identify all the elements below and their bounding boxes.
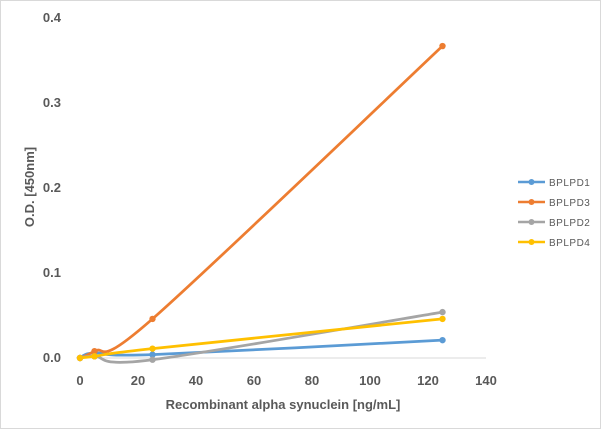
data-point-bplpd4 <box>149 345 156 352</box>
y-tick-label: 0.1 <box>43 265 61 280</box>
data-point-bplpd3 <box>439 42 446 50</box>
y-tick-label: 0.0 <box>43 350 61 365</box>
y-tick-label: 0.4 <box>43 10 62 25</box>
y-tick-label: 0.2 <box>43 180 61 195</box>
x-tick-label: 60 <box>247 373 261 388</box>
x-tick-label: 140 <box>475 373 497 388</box>
data-point-bplpd1 <box>149 351 156 358</box>
data-point-bplpd3 <box>149 315 156 323</box>
legend-label-bplpd3: BPLPD3 <box>549 198 590 209</box>
x-axis-title: Recombinant alpha synuclein [ng/mL] <box>166 397 401 412</box>
x-tick-label: 20 <box>131 373 145 388</box>
data-point-bplpd1 <box>439 336 446 344</box>
x-axis-ticks: 0 20 40 60 80 100 120 140 <box>76 373 496 388</box>
x-tick-label: 0 <box>76 373 83 388</box>
legend-swatch-marker <box>528 239 535 245</box>
y-axis-ticks: 0.0 0.1 0.2 0.3 0.4 <box>43 10 62 365</box>
x-tick-label: 40 <box>189 373 203 388</box>
y-axis-title: O.D. [450nm] <box>22 147 37 227</box>
data-point-bplpd4 <box>76 354 84 362</box>
data-point-bplpd2 <box>149 356 156 363</box>
series-line-bplpd3 <box>78 44 444 360</box>
legend-swatch-marker <box>528 179 535 185</box>
data-point-bplpd4 <box>91 353 98 360</box>
legend-label-bplpd4: BPLPD4 <box>549 238 590 249</box>
x-tick-label: 100 <box>359 373 381 388</box>
series-line-bplpd4 <box>78 317 444 360</box>
y-tick-label: 0.3 <box>43 95 61 110</box>
legend-label-bplpd2: BPLPD2 <box>549 218 590 229</box>
legend-swatch-marker <box>528 219 535 225</box>
x-tick-label: 80 <box>305 373 319 388</box>
data-point-bplpd3 <box>91 348 98 355</box>
legend-label-bplpd1: BPLPD1 <box>549 178 590 189</box>
legend-swatch-marker <box>528 199 535 205</box>
legend: BPLPD1 BPLPD3 BPLPD2 BPLPD4 <box>518 178 590 249</box>
data-point-bplpd4 <box>439 315 446 323</box>
x-tick-label: 120 <box>417 373 439 388</box>
data-point-bplpd2 <box>439 308 446 316</box>
plot-area <box>76 42 486 364</box>
